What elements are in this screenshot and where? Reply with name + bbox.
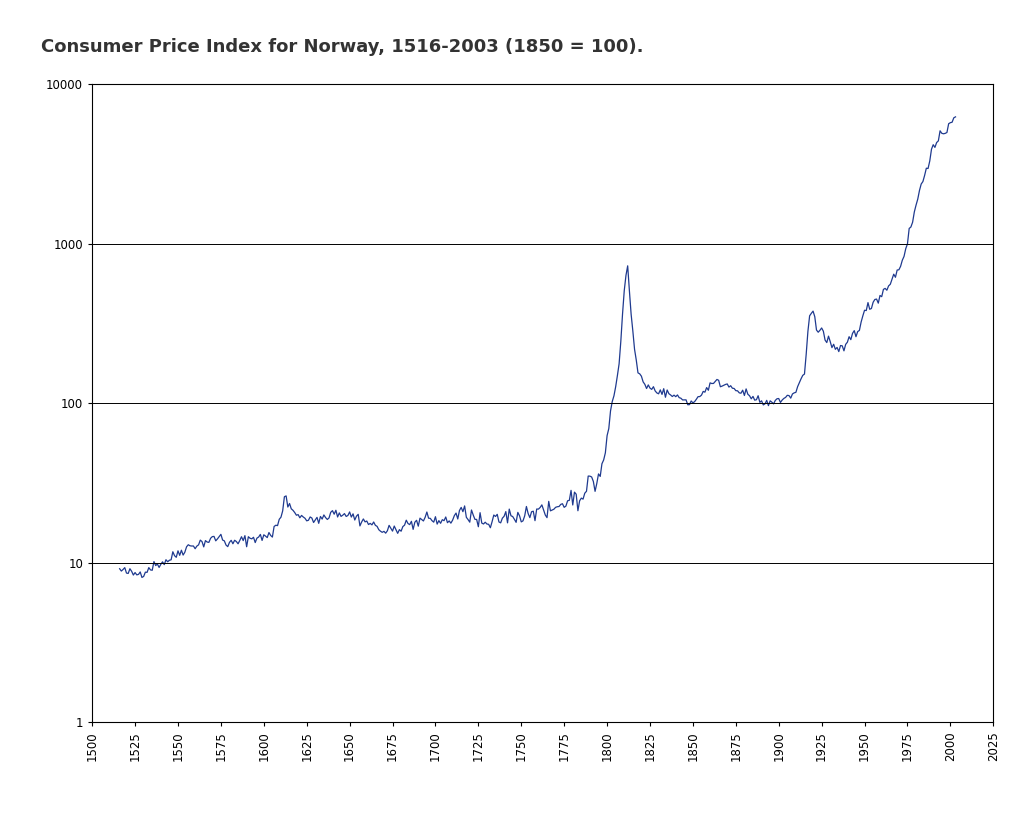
Text: Consumer Price Index for Norway, 1516-2003 (1850 = 100).: Consumer Price Index for Norway, 1516-20…: [41, 38, 643, 55]
